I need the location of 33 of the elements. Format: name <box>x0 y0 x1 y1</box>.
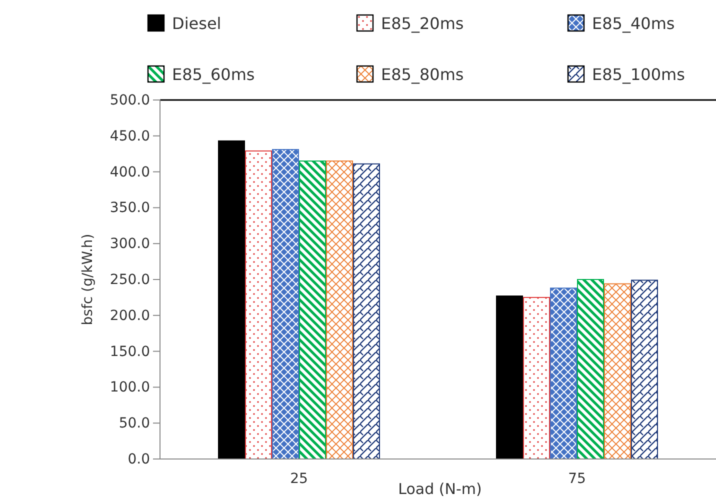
bar <box>604 283 631 460</box>
bar <box>550 288 577 460</box>
bar <box>496 296 523 460</box>
y-tick-label: 450.0 <box>110 128 150 144</box>
y-tick-label: 400.0 <box>110 164 150 180</box>
bar <box>245 150 272 460</box>
bar <box>353 163 380 460</box>
legend-label: Diesel <box>172 14 222 33</box>
x-tick-label: 75 <box>568 471 586 487</box>
y-axis-title: bsfc (g/kW.h) <box>80 234 96 326</box>
legend-label: E85_60ms <box>172 65 255 84</box>
bar <box>299 160 326 460</box>
bar <box>631 280 658 460</box>
y-tick-label: 50.0 <box>118 416 150 432</box>
bar <box>523 296 550 460</box>
bar <box>326 160 353 460</box>
legend-label: E85_80ms <box>381 65 464 84</box>
x-tick-label: 25 <box>290 471 308 487</box>
bar <box>218 140 245 460</box>
bar <box>272 149 299 460</box>
y-tick-label: 350.0 <box>110 200 150 216</box>
y-tick-label: 100.0 <box>110 380 150 396</box>
legend-label: E85_40ms <box>592 14 675 33</box>
y-tick-label: 150.0 <box>110 344 150 360</box>
bar <box>577 279 604 460</box>
y-tick-label: 500.0 <box>110 92 150 108</box>
legend-label: E85_100ms <box>592 65 685 84</box>
y-tick-label: 300.0 <box>110 236 150 252</box>
y-tick-label: 250.0 <box>110 272 150 288</box>
x-axis-title: Load (N-m) <box>398 480 482 498</box>
y-tick-label: 200.0 <box>110 308 150 324</box>
legend-label: E85_20ms <box>381 14 464 33</box>
y-tick-label: 0.0 <box>128 451 150 468</box>
